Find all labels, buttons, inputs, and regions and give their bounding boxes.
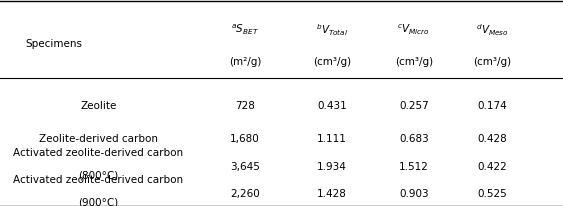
Text: (m²/g): (m²/g) <box>229 57 261 67</box>
Text: (cm³/g): (cm³/g) <box>473 57 512 67</box>
Text: (cm³/g): (cm³/g) <box>395 57 433 67</box>
Text: 3,645: 3,645 <box>230 161 260 171</box>
Text: 1.512: 1.512 <box>399 161 429 171</box>
Text: $^{a}S_{BET}$: $^{a}S_{BET}$ <box>231 23 259 37</box>
Text: $^{d}V_{Meso}$: $^{d}V_{Meso}$ <box>476 22 509 38</box>
Text: 0.257: 0.257 <box>399 100 428 110</box>
Text: 0.525: 0.525 <box>478 188 507 198</box>
Text: (900°C): (900°C) <box>78 197 119 206</box>
Text: $^{c}V_{Micro}$: $^{c}V_{Micro}$ <box>397 23 430 37</box>
Text: 1.934: 1.934 <box>317 161 347 171</box>
Text: 0.431: 0.431 <box>318 100 347 110</box>
Text: Activated zeolite-derived carbon: Activated zeolite-derived carbon <box>14 174 184 184</box>
Text: 728: 728 <box>235 100 255 110</box>
Text: 1.428: 1.428 <box>317 188 347 198</box>
Text: Zeolite: Zeolite <box>81 100 117 110</box>
Text: 2,260: 2,260 <box>230 188 260 198</box>
Text: (800°C): (800°C) <box>78 170 119 180</box>
Text: Zeolite-derived carbon: Zeolite-derived carbon <box>39 133 158 143</box>
Text: 0.903: 0.903 <box>399 188 428 198</box>
Text: (cm³/g): (cm³/g) <box>313 57 351 67</box>
Text: $^{b}V_{Total}$: $^{b}V_{Total}$ <box>316 22 348 38</box>
Text: 1.111: 1.111 <box>317 133 347 143</box>
Text: 0.428: 0.428 <box>478 133 507 143</box>
Text: 0.174: 0.174 <box>478 100 507 110</box>
Text: 0.422: 0.422 <box>478 161 507 171</box>
Text: Specimens: Specimens <box>26 39 83 49</box>
Text: 0.683: 0.683 <box>399 133 428 143</box>
Text: 1,680: 1,680 <box>230 133 260 143</box>
Text: Activated zeolite-derived carbon: Activated zeolite-derived carbon <box>14 147 184 157</box>
